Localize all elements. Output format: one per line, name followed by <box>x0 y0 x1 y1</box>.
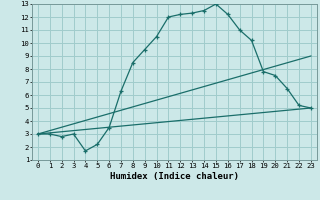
X-axis label: Humidex (Indice chaleur): Humidex (Indice chaleur) <box>110 172 239 181</box>
